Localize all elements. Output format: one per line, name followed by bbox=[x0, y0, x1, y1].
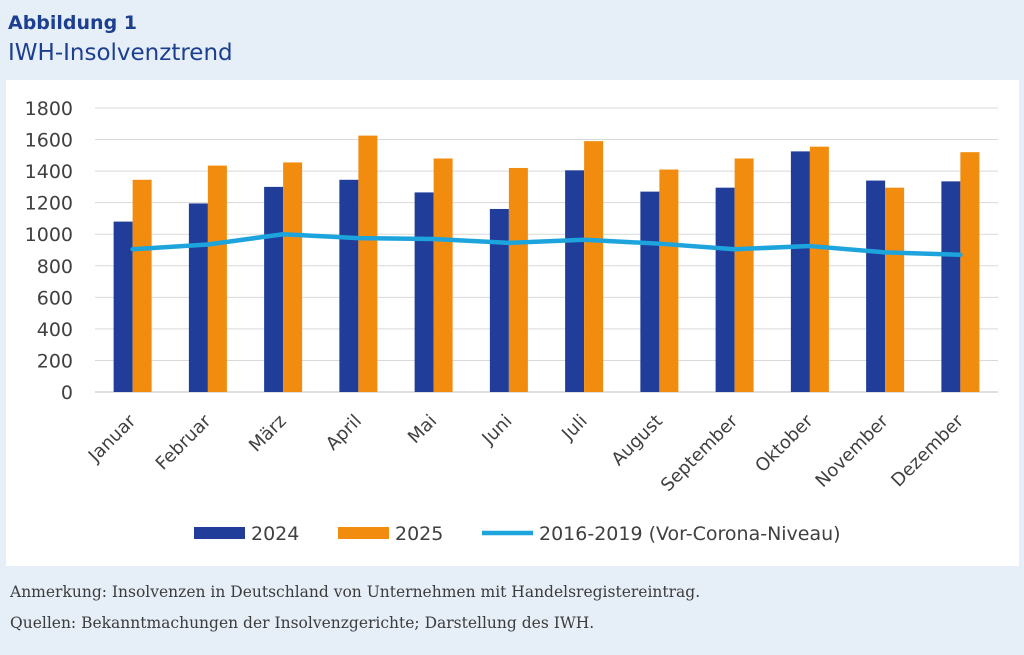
y-tick-label: 1600 bbox=[25, 130, 73, 152]
bar-2024-3 bbox=[339, 179, 359, 392]
x-tick-label: Dezember bbox=[887, 410, 968, 491]
x-tick-label: Juli bbox=[557, 411, 591, 445]
bar-2024-4 bbox=[414, 192, 434, 392]
bar-2025-8 bbox=[734, 158, 754, 392]
legend-label-2024: 2024 bbox=[251, 523, 299, 545]
bar-2024-9 bbox=[790, 151, 810, 392]
chart-panel: 0 200 400 600 800 1000 1200 1400 1600 1800 Januar F… bbox=[6, 80, 1019, 566]
bar-2025-11 bbox=[960, 152, 980, 392]
x-tick-label: April bbox=[322, 411, 366, 455]
y-tick-label: 400 bbox=[37, 319, 73, 341]
bar-2025-10 bbox=[885, 187, 905, 392]
x-tick-label: Januar bbox=[84, 410, 141, 467]
line-baseline bbox=[130, 231, 963, 257]
bar-2024-2 bbox=[264, 186, 284, 392]
bar-2024-0 bbox=[113, 221, 133, 392]
bar-2025-3 bbox=[358, 135, 378, 392]
x-tick-label: September bbox=[657, 410, 743, 496]
legend-label-baseline: 2016-2019 (Vor-Corona-Niveau) bbox=[539, 523, 841, 545]
y-tick-label: 0 bbox=[61, 382, 73, 404]
x-tick-label: Juni bbox=[477, 411, 516, 450]
x-tick-label: Oktober bbox=[751, 410, 818, 477]
bar-2024-1 bbox=[188, 203, 208, 392]
y-tick-label: 800 bbox=[37, 256, 73, 278]
x-tick-label: November bbox=[812, 410, 893, 491]
x-tick-label: Mai bbox=[404, 411, 441, 448]
y-tick-label: 1200 bbox=[25, 193, 73, 215]
bar-2025-4 bbox=[433, 158, 453, 392]
bar-2024-6 bbox=[565, 170, 585, 392]
legend-swatch-2024 bbox=[194, 527, 245, 539]
figure-title: IWH-Insolvenztrend bbox=[8, 40, 233, 66]
bar-2025-5 bbox=[508, 167, 528, 392]
sources-note: Quellen: Bekanntmachungen der Insolvenzg… bbox=[10, 614, 595, 632]
bar-2024-11 bbox=[941, 181, 961, 392]
bar-2025-2 bbox=[283, 162, 303, 392]
x-tick-label: August bbox=[608, 411, 667, 470]
legend-swatch-2025 bbox=[338, 527, 389, 539]
y-tick-label: 1400 bbox=[25, 161, 73, 183]
bar-2025-1 bbox=[207, 165, 227, 392]
bar-2024-10 bbox=[866, 180, 886, 392]
x-tick-label: Februar bbox=[152, 410, 216, 474]
bar-2024-5 bbox=[489, 208, 509, 392]
y-tick-label: 1000 bbox=[25, 224, 73, 246]
bar-2025-6 bbox=[584, 141, 604, 392]
legend-label-2025: 2025 bbox=[395, 523, 443, 545]
insolvency-chart: 0 200 400 600 800 1000 1200 1400 1600 1800 Januar F… bbox=[25, 98, 998, 545]
figure-label: Abbildung 1 bbox=[8, 12, 138, 34]
bar-2025-9 bbox=[809, 146, 829, 392]
bar-2025-7 bbox=[659, 169, 679, 392]
y-tick-label: 200 bbox=[37, 350, 73, 372]
y-tick-label: 1800 bbox=[25, 98, 73, 120]
y-tick-label: 600 bbox=[37, 287, 73, 309]
bar-2024-8 bbox=[715, 187, 735, 392]
x-tick-label: März bbox=[245, 411, 291, 457]
remark-note: Anmerkung: Insolvenzen in Deutschland vo… bbox=[10, 583, 701, 601]
bar-2024-7 bbox=[640, 191, 660, 392]
bar-2025-0 bbox=[132, 179, 152, 392]
